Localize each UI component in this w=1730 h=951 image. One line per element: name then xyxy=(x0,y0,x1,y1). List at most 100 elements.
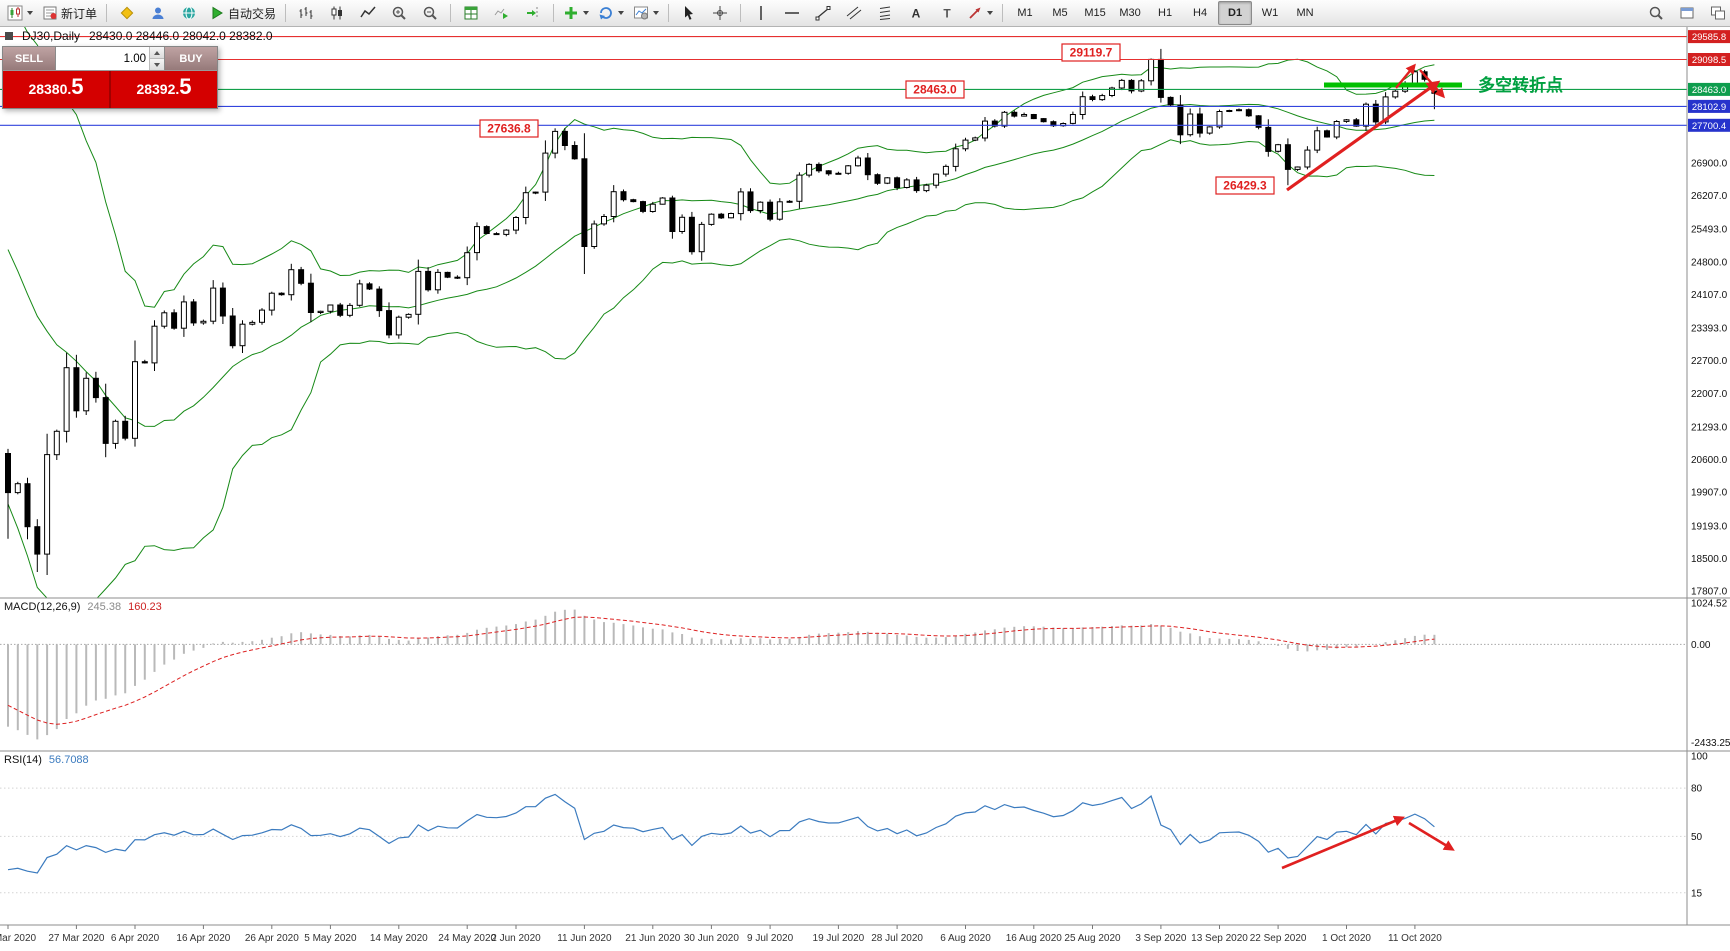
price-annotation-text: 27636.8 xyxy=(487,122,531,136)
macd-histogram-bar xyxy=(309,633,312,645)
macd-histogram-bar xyxy=(495,626,498,645)
price-tick-label: 21293.0 xyxy=(1691,423,1728,434)
periods-button[interactable] xyxy=(594,1,628,25)
zoom-in-button[interactable] xyxy=(384,1,414,25)
chart-shift-button[interactable] xyxy=(518,1,548,25)
tile-windows-button[interactable] xyxy=(456,1,486,25)
candle-body xyxy=(845,165,852,174)
price-annotation-box[interactable] xyxy=(479,119,539,138)
timeframe-h1-button[interactable]: H1 xyxy=(1158,7,1173,19)
time-tick-label: 22 Sep 2020 xyxy=(1250,933,1307,944)
auto-scroll-button[interactable] xyxy=(487,1,517,25)
candle-body xyxy=(415,270,422,315)
timeframe-m5-button[interactable]: M5 xyxy=(1052,7,1068,19)
price-tick-label: 18500.0 xyxy=(1691,554,1728,565)
timeframe-m30-button[interactable]: M30 xyxy=(1119,7,1141,19)
bar-chart-mode-button[interactable] xyxy=(291,1,321,25)
caret-down-icon xyxy=(653,11,660,15)
tline-icon xyxy=(815,5,831,21)
candle-body xyxy=(1157,58,1164,98)
templates-button[interactable] xyxy=(629,1,663,25)
candle-body xyxy=(1138,80,1145,92)
candle-body xyxy=(278,292,285,296)
equidistant-channel-button[interactable] xyxy=(839,1,869,25)
price-annotation-box[interactable] xyxy=(905,80,965,99)
candle-body xyxy=(1030,114,1037,120)
caret-down-icon xyxy=(27,11,33,15)
timeframe-m1-button[interactable]: M1 xyxy=(1017,7,1033,19)
timeframe-h4-button[interactable]: H4 xyxy=(1193,7,1208,19)
arrows-button[interactable] xyxy=(963,1,997,25)
candle-body xyxy=(1089,96,1096,100)
chart-menu-icon[interactable] xyxy=(5,32,13,40)
trend-arrow[interactable] xyxy=(1286,80,1441,192)
timeframe-w1-button[interactable]: W1 xyxy=(1261,7,1279,19)
macd-histogram-bar xyxy=(319,634,322,645)
green-play-icon xyxy=(209,5,225,21)
community-button[interactable] xyxy=(174,1,204,25)
indicators-button[interactable] xyxy=(559,1,593,25)
new-chart-button[interactable] xyxy=(3,1,37,25)
search-button[interactable] xyxy=(1641,1,1671,25)
sell-button[interactable]: SELL xyxy=(3,47,56,70)
candle-body xyxy=(1382,96,1389,123)
cursor-icon xyxy=(681,5,697,21)
fibonacci-button[interactable] xyxy=(870,1,900,25)
macd-histogram-bar xyxy=(1189,633,1192,645)
text-label-button[interactable]: T xyxy=(932,1,962,25)
turning-point-label[interactable]: 多空转折点 xyxy=(1478,75,1563,95)
sell-price[interactable]: 28380. 5 xyxy=(3,71,109,108)
zoom-out-button[interactable] xyxy=(415,1,445,25)
vertical-line-button[interactable] xyxy=(746,1,776,25)
cursor-button[interactable] xyxy=(674,1,704,25)
text-button[interactable]: A xyxy=(901,1,931,25)
auto-trading-button[interactable]: 自动交易 xyxy=(205,1,280,25)
trend-arrow[interactable] xyxy=(1395,63,1416,89)
candle-body xyxy=(395,316,402,336)
timeframe-d1-button[interactable]: D1 xyxy=(1218,1,1253,25)
metaeditor-button[interactable] xyxy=(112,1,142,25)
market-watch-button[interactable] xyxy=(143,1,173,25)
volume-input[interactable] xyxy=(56,47,149,70)
timeframe-m15-button[interactable]: M15 xyxy=(1084,7,1106,19)
horizontal-line-button[interactable] xyxy=(777,1,807,25)
trend-arrow[interactable] xyxy=(1419,69,1446,99)
candle-body xyxy=(923,184,930,192)
trend-arrow[interactable] xyxy=(1408,821,1455,851)
volume-down-icon[interactable] xyxy=(150,59,164,70)
candle-body xyxy=(1011,111,1018,117)
buy-price[interactable]: 28392. 5 xyxy=(111,71,217,108)
candle-body xyxy=(835,172,842,175)
macd-histogram-bar xyxy=(241,641,244,645)
timeframe-mn-button[interactable]: MN xyxy=(1296,7,1314,19)
price-annotation-box[interactable] xyxy=(1061,43,1121,62)
new-window-button[interactable] xyxy=(1672,1,1702,25)
macd-histogram-bar xyxy=(65,644,68,719)
price-annotation-box[interactable] xyxy=(1215,176,1275,195)
trend-line-button[interactable] xyxy=(808,1,838,25)
time-axis[interactable]: 18 Mar 2020 27 Mar 2020 6 Apr 2020 16 Apr 2… xyxy=(0,925,1442,944)
time-tick-label: 9 Jul 2020 xyxy=(747,933,794,944)
trend-arrow[interactable] xyxy=(1281,815,1406,870)
crosshair-button[interactable] xyxy=(705,1,735,25)
candle-body xyxy=(1353,119,1360,127)
buy-button[interactable]: BUY xyxy=(164,47,217,70)
window-layout-button[interactable] xyxy=(1703,1,1730,25)
price-axis[interactable]: 26900.0 26207.0 25493.0 24800.0 24107.0 23393… xyxy=(1688,30,1730,899)
time-tick-label: 26 Apr 2020 xyxy=(245,933,299,944)
candle-chart-mode-button[interactable] xyxy=(322,1,352,25)
volume-up-icon[interactable] xyxy=(150,47,164,59)
fibo-icon xyxy=(877,5,893,21)
candle-body xyxy=(307,282,314,314)
macd-histogram-bar xyxy=(1423,634,1426,645)
line-chart-mode-button[interactable] xyxy=(353,1,383,25)
macd-histogram-bar xyxy=(378,636,381,645)
new-order-button[interactable]: 新订单 xyxy=(38,1,101,25)
candle-body xyxy=(1177,104,1184,136)
macd-histogram-bar xyxy=(466,632,469,645)
svg-text:A: A xyxy=(912,7,921,21)
candle-body xyxy=(679,216,686,233)
macd-histogram-bar xyxy=(905,635,908,645)
candle-body xyxy=(591,223,598,247)
